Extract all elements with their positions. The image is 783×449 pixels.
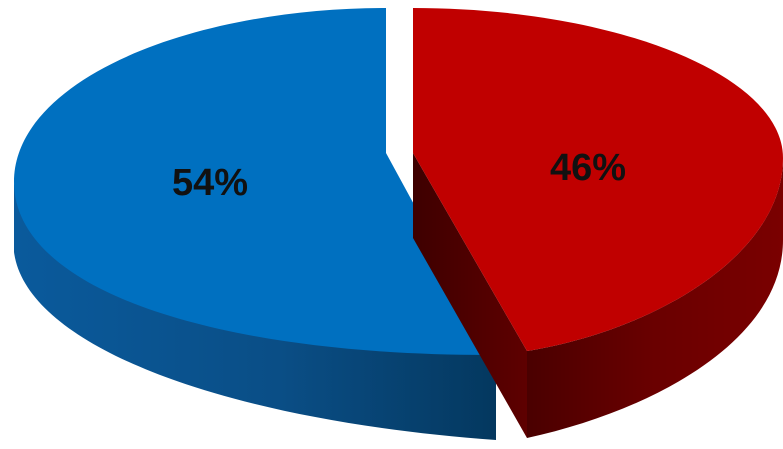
pie-slice-1-top	[14, 8, 496, 356]
pie-slice-1-side	[14, 182, 496, 440]
pie-slice-2-side	[527, 158, 783, 438]
pie-slice-2-cut-face	[413, 8, 527, 438]
pie-slice-1: 54%	[14, 8, 496, 440]
pie-slice-2: 46%	[413, 8, 783, 438]
pie-slice-2-top	[413, 8, 783, 351]
pie-slice-1-label: 54%	[172, 162, 248, 204]
pie-slice-2-label: 46%	[550, 147, 626, 189]
